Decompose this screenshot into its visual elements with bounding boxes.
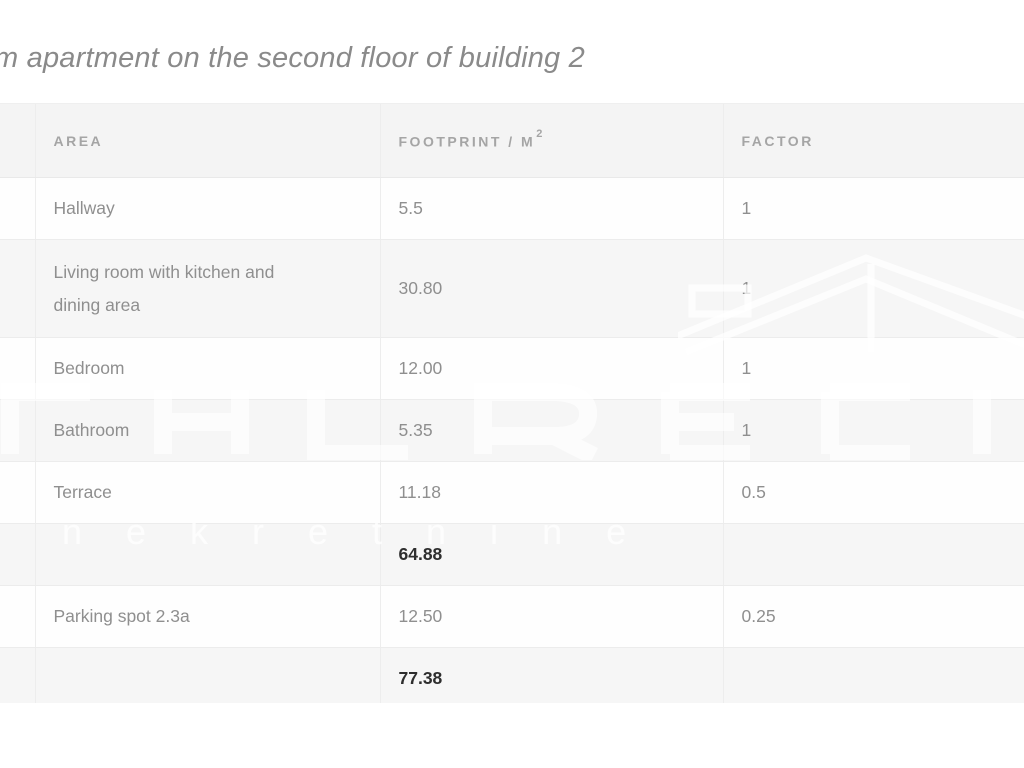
cell-cutoff	[0, 647, 35, 703]
cell-area: Living room with kitchen and dining area	[34, 239, 380, 338]
cell-area: Bathroom	[34, 399, 380, 462]
cell-cutoff	[0, 399, 35, 462]
cell-area: Hallway	[34, 177, 380, 240]
cell-cutoff	[0, 337, 35, 400]
cell-factor: 1	[722, 399, 1024, 462]
header-cell-footprint: FOOTPRINT / M2	[379, 103, 723, 178]
table-row-parking-spot: Parking spot 2.3a 12.50 0.25	[0, 585, 1024, 648]
cell-factor	[722, 523, 1024, 586]
cell-factor: 0.5	[722, 461, 1024, 524]
table-row-grand-total: 77.38	[0, 647, 1024, 703]
page-title: m apartment on the second floor of build…	[0, 42, 585, 74]
cell-footprint: 5.5	[379, 177, 723, 240]
cell-area	[34, 647, 380, 703]
header-footprint-label: FOOTPRINT / M	[398, 133, 536, 150]
cell-total-value: 77.38	[379, 647, 723, 703]
cell-footprint: 12.50	[379, 585, 723, 648]
table-row-subtotal: 64.88	[0, 523, 1024, 586]
cell-area: Parking spot 2.3a	[34, 585, 380, 648]
area-table-container: AREA FOOTPRINT / M2 FACTOR Hallway 5.5 1…	[0, 103, 1024, 703]
cell-cutoff	[0, 239, 35, 338]
cell-factor: 0.25	[722, 585, 1024, 648]
table-row-living-room: Living room with kitchen and dining area…	[0, 239, 1024, 338]
cell-cutoff	[0, 585, 35, 648]
table-row-bedroom: Bedroom 12.00 1	[0, 337, 1024, 400]
cell-footprint: 30.80	[379, 239, 723, 338]
cell-cutoff	[0, 177, 35, 240]
cell-cutoff	[0, 523, 35, 586]
cell-subtotal-value: 64.88	[379, 523, 723, 586]
table-header-row: AREA FOOTPRINT / M2 FACTOR	[0, 103, 1024, 178]
cell-factor: 1	[722, 337, 1024, 400]
header-cell-cutoff	[0, 103, 35, 178]
area-table: AREA FOOTPRINT / M2 FACTOR Hallway 5.5 1…	[0, 103, 1024, 703]
table-row-bathroom: Bathroom 5.35 1	[0, 399, 1024, 462]
table-row-hallway: Hallway 5.5 1	[0, 177, 1024, 240]
header-cell-factor: FACTOR	[722, 103, 1024, 178]
cell-factor: 1	[722, 177, 1024, 240]
cell-factor	[722, 647, 1024, 703]
cell-footprint: 5.35	[379, 399, 723, 462]
cell-area	[34, 523, 380, 586]
table-row-terrace: Terrace 11.18 0.5	[0, 461, 1024, 524]
cell-cutoff	[0, 461, 35, 524]
header-footprint-superscript: 2	[536, 127, 545, 140]
cell-footprint: 11.18	[379, 461, 723, 524]
cell-area: Bedroom	[34, 337, 380, 400]
cell-factor: 1	[722, 239, 1024, 338]
cell-area: Terrace	[34, 461, 380, 524]
cell-footprint: 12.00	[379, 337, 723, 400]
header-cell-area: AREA	[34, 103, 380, 178]
